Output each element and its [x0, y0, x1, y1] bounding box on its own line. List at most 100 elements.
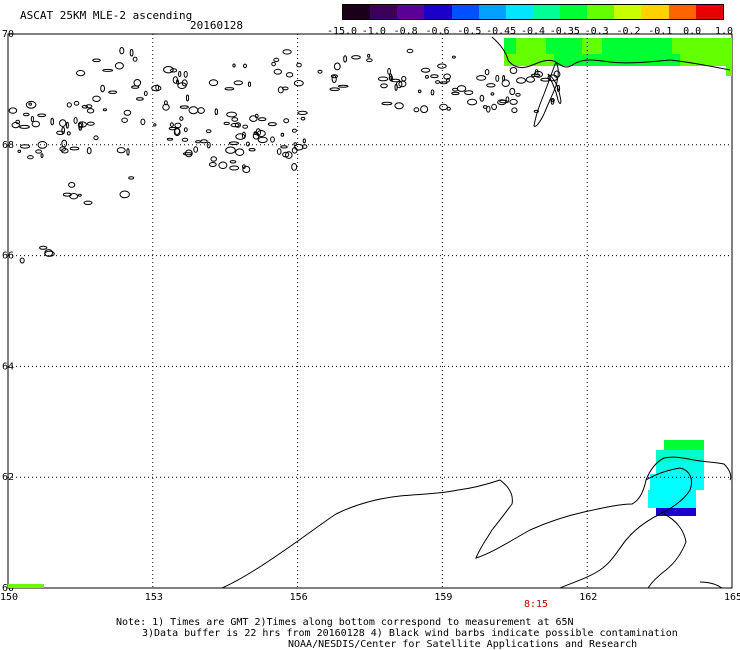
lake-outline [208, 79, 219, 87]
swath-north [504, 38, 732, 76]
lake-outline [486, 83, 496, 88]
lake-outline [119, 190, 130, 199]
lake-outline [291, 163, 298, 171]
lake-outline [270, 136, 275, 143]
note-line-1: Note: 1) Times are GMT 2)Times along bot… [116, 617, 574, 628]
lake-outline [276, 148, 282, 155]
lake-outline [31, 120, 40, 128]
swath-cell [672, 38, 688, 54]
lake-outline [183, 70, 188, 78]
colorbar-segment [451, 5, 479, 19]
lake-outline [420, 105, 429, 114]
lake-outline [77, 193, 82, 197]
lake-outline [387, 68, 392, 75]
colorbar-label: -0.4 [520, 26, 546, 37]
lake-outline [273, 57, 280, 63]
swath-cell [602, 38, 632, 54]
lake-outline [550, 98, 555, 103]
lake-outline [430, 89, 435, 96]
lake-outline [27, 155, 34, 160]
lakes-north [8, 47, 561, 264]
lake-outline [56, 130, 65, 136]
lake-outline [66, 102, 72, 108]
lake-outline [78, 122, 83, 131]
lake-outline [30, 116, 35, 122]
lake-outline [377, 76, 389, 82]
lake-outline [197, 107, 205, 114]
lake-outline [153, 123, 157, 127]
time-label: 8:15 [524, 599, 549, 610]
swath-cell [726, 66, 732, 76]
lake-outline [214, 108, 219, 116]
grid-lines [8, 34, 732, 588]
lake-outline [420, 67, 431, 73]
lake-outline [439, 103, 448, 111]
colorbar-label: -0.8 [393, 26, 418, 37]
lake-outline [330, 74, 338, 79]
lake-outline [44, 250, 55, 257]
lat-label: 66 [2, 251, 14, 262]
lake-outline [242, 124, 249, 129]
lake-outline [280, 145, 288, 149]
lake-outline [185, 94, 190, 102]
lake-outline [181, 137, 189, 142]
lake-outline [108, 90, 118, 94]
lake-outline [282, 86, 289, 91]
lake-outline [486, 105, 491, 113]
note-line-2: 3)Data buffer is 22 hrs from 20160128 4)… [142, 628, 678, 639]
lake-outline [140, 118, 146, 126]
lat-axis-labels: 70 68 66 64 62 60 [2, 29, 14, 594]
lake-outline [116, 147, 126, 154]
lake-outline [302, 138, 306, 144]
lake-outline [556, 84, 561, 93]
colorbar-segment [668, 5, 696, 19]
lake-outline [8, 107, 18, 114]
lake-outline [195, 140, 201, 144]
lake-outline [126, 148, 130, 156]
lake-outline [102, 108, 108, 112]
lake-outline [183, 127, 188, 133]
lake-outline [516, 77, 526, 84]
lake-outline [511, 107, 518, 113]
lake-outline [200, 139, 208, 144]
lake-outline [497, 99, 507, 106]
lake-outline [25, 100, 37, 109]
lake-outline [39, 245, 48, 250]
lake-outline [533, 109, 539, 113]
lake-outline [271, 61, 276, 67]
colorbar-segment [424, 5, 452, 19]
lon-label: 150 [0, 592, 18, 603]
lake-outline [228, 141, 239, 145]
lake-outline [179, 116, 184, 121]
colorbar-label: -15.0 [326, 26, 358, 37]
lake-outline [491, 103, 498, 111]
colorbar-segment [587, 5, 615, 19]
lake-outline [329, 87, 340, 91]
lake-outline [343, 55, 348, 63]
colorbar-segment [397, 5, 425, 19]
coastline-gulf [559, 467, 693, 589]
lake-outline [224, 87, 235, 91]
lake-outline [170, 68, 178, 73]
lat-label: 68 [2, 140, 14, 151]
colorbar-segment [641, 5, 669, 19]
lake-outline [242, 164, 246, 170]
lake-outline [437, 63, 447, 69]
lake-outline [484, 69, 490, 76]
swath-cell [504, 38, 516, 54]
lake-outline [121, 117, 128, 123]
swath-cell [664, 440, 704, 450]
swath-cell [648, 490, 696, 508]
lake-outline [291, 147, 298, 154]
lake-outline [235, 148, 245, 156]
lake-outline [62, 192, 72, 197]
lake-outline [297, 110, 308, 116]
lake-outline [155, 84, 160, 91]
lake-outline [223, 121, 230, 126]
lake-outline [229, 165, 240, 171]
lake-outline [81, 105, 89, 109]
lake-outline [267, 122, 277, 127]
swath-cell [656, 450, 704, 462]
lake-outline [131, 85, 140, 89]
lake-outline [179, 105, 189, 109]
